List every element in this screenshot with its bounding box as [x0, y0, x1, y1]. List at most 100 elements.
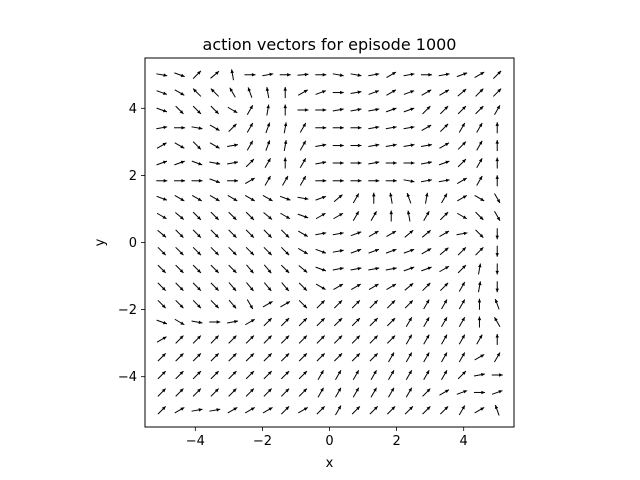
arrow-head — [179, 388, 184, 393]
arrow-head — [303, 407, 308, 411]
arrow-head — [445, 72, 450, 77]
arrow-vector — [332, 179, 344, 183]
x-tick-label: −4 — [186, 434, 205, 449]
arrow-vector — [297, 108, 309, 112]
arrow-head — [496, 105, 500, 110]
arrow-vector — [403, 266, 415, 272]
arrow-vector — [495, 281, 499, 293]
y-tick-label: 2 — [129, 169, 137, 184]
arrow-head — [162, 160, 167, 164]
arrow-head — [214, 371, 219, 375]
arrow-vector — [315, 231, 327, 236]
arrow-head — [303, 335, 307, 340]
arrow-head — [461, 405, 465, 410]
arrow-head — [357, 73, 362, 77]
arrow-vector — [283, 104, 287, 116]
arrow-head — [232, 335, 237, 340]
arrow-head — [162, 91, 167, 95]
arrow-head — [443, 352, 447, 357]
arrow-vector — [352, 369, 360, 381]
arrow-vector — [494, 210, 501, 222]
arrow-head — [478, 281, 482, 286]
arrow-vector — [280, 352, 290, 362]
arrow-head — [161, 371, 166, 375]
arrow-vector — [156, 319, 168, 325]
arrow-head — [267, 353, 272, 358]
arrow-head — [285, 335, 290, 340]
arrow-head — [303, 371, 307, 375]
arrow-vector — [297, 407, 309, 414]
arrow-vector — [458, 316, 466, 328]
arrow-vector — [492, 88, 502, 97]
arrow-head — [462, 195, 467, 199]
arrow-head — [426, 230, 431, 234]
arrow-vector — [424, 192, 429, 204]
arrow-head — [269, 72, 274, 77]
arrow-vector — [157, 370, 167, 380]
arrow-head — [409, 283, 414, 287]
arrow-head — [339, 249, 344, 253]
x-tick-label: 4 — [460, 434, 468, 449]
arrow-head — [267, 287, 272, 291]
arrow-head — [445, 266, 449, 270]
arrow-head — [357, 90, 362, 94]
arrow-vector — [279, 73, 291, 77]
arrow-head — [179, 335, 184, 340]
arrow-vector — [370, 387, 377, 398]
arrow-head — [285, 388, 290, 393]
arrow-vector — [368, 125, 380, 130]
arrow-head — [479, 216, 484, 220]
arrow-head — [286, 197, 291, 201]
arrow-head — [392, 72, 396, 76]
arrow-vector — [298, 352, 308, 362]
arrow-head — [233, 197, 238, 201]
arrow-head — [463, 390, 468, 394]
arrow-vector — [210, 388, 220, 397]
arrow-vector — [332, 90, 344, 95]
arrow-head — [496, 352, 500, 357]
arrow-head — [428, 178, 432, 183]
arrow-vector — [280, 405, 290, 415]
arrow-head — [303, 250, 308, 254]
arrow-head — [356, 300, 360, 305]
arrow-head — [302, 123, 306, 127]
arrow-vector — [210, 246, 220, 256]
arrow-vector — [386, 405, 396, 415]
arrow-head — [162, 142, 167, 147]
arrow-head — [444, 123, 449, 128]
arrow-vector — [458, 299, 466, 310]
arrow-head — [357, 248, 362, 253]
arrow-head — [229, 87, 234, 92]
arrow-head — [179, 269, 184, 273]
arrow-vector — [404, 229, 414, 238]
arrow-vector — [298, 370, 308, 380]
arrow-head — [339, 73, 344, 77]
arrow-head — [498, 390, 503, 394]
arrow-head — [267, 318, 272, 322]
arrow-head — [161, 406, 166, 411]
arrow-head — [445, 178, 450, 183]
arrow-head — [391, 406, 396, 411]
arrow-head — [461, 282, 465, 287]
arrow-head — [232, 304, 237, 309]
arrow-head — [410, 248, 415, 253]
arrow-head — [427, 248, 432, 252]
arrow-vector — [386, 89, 397, 96]
arrow-vector — [228, 229, 237, 239]
arrow-vector — [227, 407, 238, 414]
arrow-head — [322, 179, 327, 183]
arrow-vector — [457, 141, 467, 150]
arrow-vector — [315, 195, 327, 201]
arrow-head — [425, 299, 430, 304]
arrow-head — [163, 73, 168, 77]
arrow-vector — [228, 123, 237, 133]
arrow-head — [161, 388, 166, 393]
arrow-vector — [332, 126, 344, 130]
arrow-vector — [174, 195, 185, 202]
arrow-head — [393, 179, 397, 183]
arrow-vector — [246, 299, 254, 310]
arrow-head — [338, 300, 343, 305]
arrow-head — [285, 251, 290, 256]
arrow-head — [494, 299, 499, 304]
arrow-vector — [456, 72, 468, 78]
